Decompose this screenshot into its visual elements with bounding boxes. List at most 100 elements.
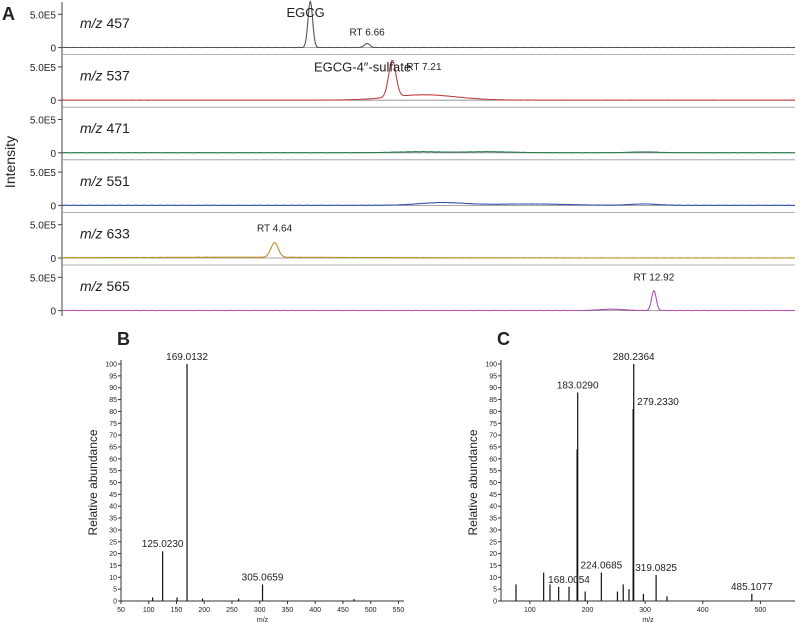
panel-b-xlabel: m/z bbox=[257, 617, 269, 622]
panel-c-ylabel: Relative abundance bbox=[466, 429, 480, 535]
trace-m-z-457-annotation-egcg: EGCG bbox=[286, 5, 324, 20]
panel-b-ytick-label-0: 0 bbox=[113, 599, 117, 606]
panel-b-xtick-label-250: 250 bbox=[226, 607, 238, 614]
trace-m-z-457-line bbox=[61, 0, 795, 49]
panel-b-ytick-label-45: 45 bbox=[109, 492, 117, 499]
trace-m-z-457-name: m/z 457 bbox=[80, 15, 130, 31]
panel-b-ytick-label-30: 30 bbox=[109, 527, 117, 534]
trace-m-z-633-name: m/z 633 bbox=[80, 225, 130, 241]
panel-b-xtick-label-500: 500 bbox=[365, 607, 377, 614]
trace-m-z-537-line bbox=[61, 59, 795, 101]
trace-m-z-471-panel: 0 5.0E5 m/z 471 bbox=[30, 106, 795, 160]
trace-m-z-565-line bbox=[62, 289, 795, 312]
trace-m-z-537-name: m/z 537 bbox=[80, 68, 130, 84]
trace-m-z-565-panel: 0 5.0E5 m/z 565 RT 12.92 bbox=[30, 264, 795, 318]
trace-m-z-471-line bbox=[61, 151, 795, 154]
panel-c-ytick-label-55: 55 bbox=[489, 468, 497, 475]
panel-c-xtick-label-500: 500 bbox=[755, 607, 767, 614]
panel-c-ytick-label-40: 40 bbox=[489, 504, 497, 511]
panel-b-ytick-label-50: 50 bbox=[109, 480, 117, 487]
trace-m-z-471-ytick-label-0: 0 bbox=[50, 149, 56, 160]
trace-m-z-551-ytick-label-5e5: 5.0E5 bbox=[30, 168, 57, 179]
panel-c-ytick-label-5: 5 bbox=[493, 587, 497, 594]
panel-b-xtick-label-150: 150 bbox=[171, 607, 183, 614]
trace-m-z-537-ytick-label-0: 0 bbox=[50, 96, 56, 107]
panel-b-peak-label-125-0230: 125.0230 bbox=[142, 539, 184, 550]
panel-c-ytick-label-0: 0 bbox=[493, 599, 497, 606]
trace-m-z-537-ytick-label-5e5: 5.0E5 bbox=[30, 63, 57, 74]
panel-b-ytick-label-90: 90 bbox=[109, 385, 117, 392]
panel-b-xtick-label-400: 400 bbox=[309, 607, 321, 614]
panel-b-ytick-label-20: 20 bbox=[109, 551, 117, 558]
panel-c-ytick-label-95: 95 bbox=[489, 373, 497, 380]
trace-m-z-471-ytick-label-5e5: 5.0E5 bbox=[30, 116, 57, 127]
panel-b-ytick-label-10: 10 bbox=[109, 575, 117, 582]
panel-b-ytick-label-100: 100 bbox=[105, 362, 117, 369]
trace-m-z-457-ytick-label-5e5: 5.0E5 bbox=[30, 10, 57, 21]
panel-c-peak-label-183-0290: 183.0290 bbox=[557, 380, 599, 391]
panel-c-ytick-label-20: 20 bbox=[489, 551, 497, 558]
panel-c-peak-label-224-0685: 224.0685 bbox=[580, 561, 622, 572]
panel-c-ytick-label-15: 15 bbox=[489, 563, 497, 570]
panel-a-ylabel: Intensity bbox=[2, 136, 18, 188]
panel-c-ytick-label-45: 45 bbox=[489, 492, 497, 499]
panel-c-ytick-label-70: 70 bbox=[489, 433, 497, 440]
panel-b-ytick-label-80: 80 bbox=[109, 409, 117, 416]
panel-b-ytick-label-5: 5 bbox=[113, 587, 117, 594]
panel-c-ytick-label-25: 25 bbox=[489, 539, 497, 546]
panel-c-peak-label-485-1077: 485.1077 bbox=[731, 582, 773, 593]
panel-c-peak-label-279-2330: 279.2330 bbox=[637, 397, 679, 408]
panel-b-xtick-label-50: 50 bbox=[117, 607, 125, 614]
panel-c-xlabel: m/z bbox=[642, 617, 654, 622]
panel-b-ytick-label-60: 60 bbox=[109, 456, 117, 463]
panel-c-ytick-label-60: 60 bbox=[489, 456, 497, 463]
panel-c-peak-label-168-0054: 168.0054 bbox=[548, 575, 590, 586]
panel-b-xtick-label-100: 100 bbox=[143, 607, 155, 614]
trace-m-z-457-ytick-label-0: 0 bbox=[50, 44, 56, 55]
panel-label-a: A bbox=[2, 4, 15, 24]
panel-b-ytick-label-75: 75 bbox=[109, 421, 117, 428]
trace-m-z-537-annotation-egcg-4-sulfate: EGCG-4″-sulfate bbox=[314, 60, 411, 75]
trace-m-z-551-line bbox=[62, 201, 795, 206]
panel-b-ytick-label-70: 70 bbox=[109, 433, 117, 440]
panel-b-ytick-label-40: 40 bbox=[109, 504, 117, 511]
panel-c-ytick-label-10: 10 bbox=[489, 575, 497, 582]
panel-b-ytick-label-65: 65 bbox=[109, 444, 117, 451]
panel-b-peak-label-305-0659: 305.0659 bbox=[242, 572, 284, 583]
panel-c-peak-label-280-2364: 280.2364 bbox=[613, 352, 655, 363]
panel-c-ytick-label-75: 75 bbox=[489, 421, 497, 428]
panel-label-b: B bbox=[117, 329, 130, 349]
trace-m-z-565-name: m/z 565 bbox=[80, 278, 130, 294]
panel-b-xtick-label-550: 550 bbox=[393, 607, 405, 614]
panel-c-ytick-label-35: 35 bbox=[489, 516, 497, 523]
trace-m-z-471-name: m/z 471 bbox=[80, 120, 130, 136]
panel-c-ytick-label-65: 65 bbox=[489, 444, 497, 451]
panel-label-c: C bbox=[497, 329, 510, 349]
panel-c: C 0 5 10 15 20 25 30 35 40 45 50 55 60 65 70 75 80 85 90 95… bbox=[466, 329, 795, 622]
panel-b-xtick-label-350: 350 bbox=[282, 607, 294, 614]
panel-b-xtick-label-300: 300 bbox=[254, 607, 266, 614]
trace-m-z-633-panel: 0 5.0E5 m/z 633 RT 4.64 bbox=[30, 211, 795, 265]
panel-c-xtick-label-400: 400 bbox=[697, 607, 709, 614]
panel-c-xtick-label-200: 200 bbox=[582, 607, 594, 614]
trace-m-z-457-panel: 0 5.0E5 m/z 457 EGCG RT 6.66 bbox=[30, 0, 795, 55]
panel-b: B 0 5 10 15 20 25 30 35 40 45 50 55 60 65 70 75 80 85 90 95… bbox=[86, 329, 404, 622]
trace-m-z-633-annotation-rt-4-64: RT 4.64 bbox=[257, 223, 293, 234]
trace-m-z-633-ytick-label-5e5: 5.0E5 bbox=[30, 221, 57, 232]
panel-b-ylabel: Relative abundance bbox=[86, 429, 100, 535]
panel-b-peak-label-169-0132: 169.0132 bbox=[166, 352, 208, 363]
trace-m-z-551-panel: 0 5.0E5 m/z 551 bbox=[30, 159, 795, 212]
trace-m-z-633-ytick-label-0: 0 bbox=[50, 254, 56, 265]
panel-c-xtick-label-300: 300 bbox=[639, 607, 651, 614]
panel-c-ytick-label-50: 50 bbox=[489, 480, 497, 487]
trace-m-z-565-annotation-rt-12-92: RT 12.92 bbox=[634, 273, 675, 284]
trace-m-z-537-annotation-rt-7-21: RT 7.21 bbox=[406, 62, 442, 73]
trace-m-z-551-ytick-label-0: 0 bbox=[50, 201, 56, 212]
panel-b-ytick-label-25: 25 bbox=[109, 539, 117, 546]
panel-a: A Intensity 0 5.0E5 m/z 457 EGCG RT 6.66 0 5.0… bbox=[2, 0, 795, 318]
panel-b-ytick-label-35: 35 bbox=[109, 516, 117, 523]
trace-m-z-633-line bbox=[62, 241, 795, 259]
panel-b-ytick-label-85: 85 bbox=[109, 397, 117, 404]
panel-c-xtick-label-100: 100 bbox=[524, 607, 536, 614]
